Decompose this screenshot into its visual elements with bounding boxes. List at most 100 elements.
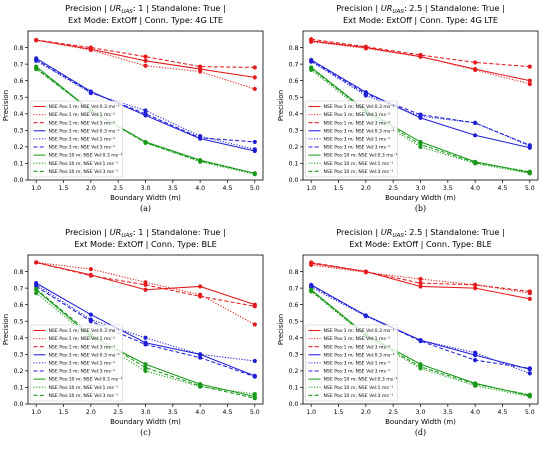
x-tick-label: 3.0: [416, 185, 426, 192]
data-point: [418, 52, 423, 58]
y-tick-label: 0.8: [14, 45, 24, 52]
y-axis-label: Precision: [277, 90, 285, 121]
y-tick-label: 0.0: [289, 401, 299, 408]
data-point: [143, 342, 148, 347]
chart-panel-3: Precision | URUAS: 1 | Standalone: True …: [2, 227, 264, 437]
data-point: [34, 290, 39, 296]
panel-caption: (d): [415, 428, 426, 437]
chart-title-line1: Precision | URUAS: 2.5 | Standalone: Tru…: [336, 3, 504, 15]
x-tick-label: 5.0: [525, 185, 535, 192]
legend-label: NSE Pos:3 m; NSE Vel:0.3 ms⁻¹: [49, 128, 120, 134]
data-point: [198, 284, 203, 289]
legend-label: NSE Pos:10 m; NSE Vel:1 ms⁻¹: [49, 385, 119, 391]
x-axis-label: Boundary Width (m): [110, 418, 181, 426]
data-point: [473, 286, 478, 291]
legend: NSE Pos:1 m; NSE Vel:0.3 ms⁻¹ NSE Pos:1 m…: [30, 324, 123, 402]
chart-title-line2: Ext Mode: ExtOff | Conn. Type: BLE: [349, 239, 492, 249]
data-point: [198, 383, 203, 388]
x-tick-label: 1.0: [31, 185, 41, 192]
data-point: [143, 287, 148, 292]
legend-label: NSE Pos:3 m; NSE Vel:0.3 ms⁻¹: [324, 128, 395, 134]
series-line: [35, 59, 255, 143]
y-tick-label: 0.2: [289, 144, 299, 151]
data-point: [527, 296, 532, 301]
x-tick-label: 2.5: [113, 409, 123, 416]
legend-label: NSE Pos:3 m; NSE Vel:0.3 ms⁻¹: [324, 352, 395, 358]
legend-label: NSE Pos:10 m; NSE Vel:1 ms⁻¹: [324, 385, 394, 391]
data-point: [527, 289, 532, 294]
series-6: [34, 57, 257, 145]
y-tick-label: 0.1: [289, 385, 299, 392]
x-tick-label: 4.5: [223, 185, 233, 192]
series-line: [35, 284, 255, 362]
legend-label: NSE Pos:3 m; NSE Vel:3 ms⁻¹: [324, 145, 391, 151]
x-tick-label: 4.5: [498, 409, 508, 416]
legend-label: NSE Pos:10 m; NSE Vel:0.3 ms⁻¹: [324, 377, 398, 383]
series-3: [34, 38, 257, 70]
x-tick-label: 5.0: [525, 409, 535, 416]
x-tick-label: 2.0: [86, 409, 96, 416]
data-point: [473, 282, 478, 287]
data-point: [363, 91, 368, 97]
y-tick-label: 0.4: [14, 335, 24, 342]
x-tick-label: 4.5: [223, 409, 233, 416]
data-point: [418, 281, 423, 286]
panel-caption: (c): [140, 428, 151, 437]
y-tick-label: 0.3: [14, 352, 24, 359]
chart-title-line2: Ext Mode: ExtOff | Conn. Type: 4G LTE: [343, 15, 498, 25]
data-point: [418, 276, 423, 282]
y-tick-label: 0.5: [289, 94, 299, 101]
y-tick-label: 0.4: [289, 335, 299, 342]
legend-label: NSE Pos:3 m; NSE Vel:1 ms⁻¹: [49, 137, 116, 143]
data-point: [418, 112, 423, 117]
data-point: [198, 64, 203, 69]
x-axis-label: Boundary Width (m): [385, 194, 456, 202]
legend-label: NSE Pos:3 m; NSE Vel:3 ms⁻¹: [324, 369, 391, 375]
data-point: [143, 54, 148, 59]
x-tick-label: 1.5: [334, 409, 344, 416]
x-tick-label: 2.5: [388, 409, 398, 416]
y-tick-label: 0.7: [289, 61, 299, 68]
data-point: [252, 147, 257, 152]
x-tick-label: 3.0: [141, 409, 151, 416]
x-tick-label: 3.0: [141, 185, 151, 192]
x-tick-label: 4.0: [195, 185, 205, 192]
chart-panel-1: Precision | URUAS: 1 | Standalone: True …: [2, 3, 264, 213]
data-point: [418, 364, 423, 369]
data-point: [88, 266, 93, 272]
x-tick-label: 2.0: [361, 185, 371, 192]
data-point: [473, 133, 478, 138]
x-tick-label: 4.0: [470, 409, 480, 416]
legend-label: NSE Pos:1 m; NSE Vel:0.3 ms⁻¹: [49, 328, 120, 334]
data-point: [34, 286, 39, 292]
data-point: [309, 58, 314, 63]
data-point: [309, 288, 314, 293]
y-tick-label: 0.6: [289, 78, 299, 85]
data-point: [143, 365, 148, 370]
chart-title-line2: Ext Mode: ExtOff | Conn. Type: BLE: [74, 239, 217, 249]
x-tick-label: 3.5: [168, 185, 178, 192]
data-point: [527, 392, 532, 397]
data-point: [363, 313, 368, 318]
y-tick-label: 0.8: [14, 269, 24, 276]
data-point: [143, 362, 148, 367]
data-point: [527, 366, 532, 371]
data-point: [252, 65, 257, 70]
data-point: [473, 382, 478, 387]
x-tick-label: 1.0: [31, 409, 41, 416]
legend-label: NSE Pos:10 m; NSE Vel:0.3 ms⁻¹: [324, 153, 398, 159]
legend-label: NSE Pos:10 m; NSE Vel:1 ms⁻¹: [49, 161, 119, 167]
data-point: [363, 44, 368, 49]
y-tick-label: 0.5: [289, 318, 299, 325]
y-tick-label: 0.1: [14, 161, 24, 168]
x-tick-label: 2.0: [361, 409, 371, 416]
x-tick-label: 4.5: [498, 185, 508, 192]
series-6: [309, 58, 532, 148]
x-tick-label: 1.0: [306, 409, 316, 416]
data-point: [473, 67, 478, 73]
data-point: [309, 260, 314, 265]
data-point: [143, 140, 148, 145]
legend-label: NSE Pos:1 m; NSE Vel:1 ms⁻¹: [324, 336, 391, 342]
